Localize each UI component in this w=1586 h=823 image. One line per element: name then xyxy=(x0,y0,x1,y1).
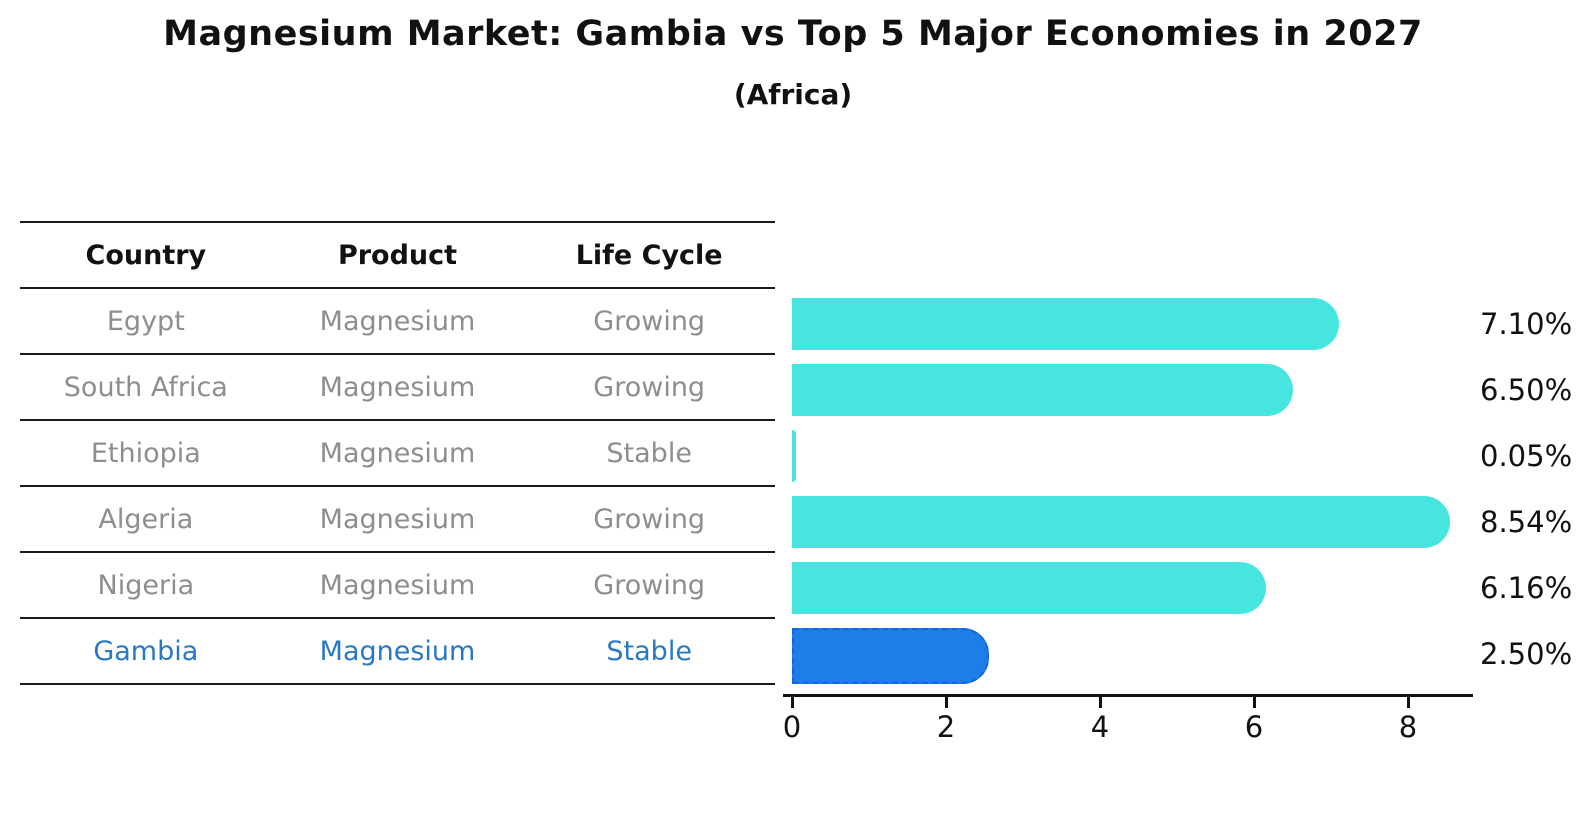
x-axis-tick xyxy=(945,697,948,708)
table-cell-product: Magnesium xyxy=(319,305,476,337)
bar-egypt xyxy=(792,298,1339,350)
bar-south-africa xyxy=(792,364,1293,416)
table-cell-country: Ethiopia xyxy=(90,437,201,469)
bar-value-label: 0.05% xyxy=(1480,439,1573,473)
comparison-table-body: Egypt Magnesium Growing South Africa Magnesi… xyxy=(20,289,775,685)
bar-value-label: 8.54% xyxy=(1480,505,1573,539)
bar-highlight-gambia xyxy=(792,628,989,684)
table-row: Egypt Magnesium Growing xyxy=(20,289,775,355)
page-subtitle: (Africa) xyxy=(733,78,853,111)
table-row: South Africa Magnesium Growing xyxy=(20,355,775,421)
table-cell-country: Gambia xyxy=(93,635,199,667)
x-axis-tick xyxy=(1253,697,1256,708)
table-row: Gambia Magnesium Stable xyxy=(20,619,775,685)
x-axis-tick-label: 2 xyxy=(936,710,956,744)
header-cell-product: Product xyxy=(337,239,458,271)
bar-ethiopia xyxy=(792,430,796,482)
bar-value-label: 6.50% xyxy=(1480,373,1573,407)
x-axis-tick xyxy=(791,697,794,708)
comparison-table: Country Product Life Cycle Egypt Magnesiu… xyxy=(20,221,775,685)
table-cell-country: Nigeria xyxy=(97,569,195,601)
x-axis-tick xyxy=(1407,697,1410,708)
table-cell-product: Magnesium xyxy=(319,503,476,535)
table-cell-lifecycle: Stable xyxy=(606,635,692,667)
table-cell-product: Magnesium xyxy=(319,437,476,469)
bar-nigeria xyxy=(792,562,1266,614)
bar-value-label: 2.50% xyxy=(1480,637,1573,671)
x-axis-tick xyxy=(1099,697,1102,708)
table-cell-lifecycle: Growing xyxy=(593,305,706,337)
x-axis-tick-label: 8 xyxy=(1398,710,1418,744)
table-cell-country: Algeria xyxy=(98,503,194,535)
table-cell-country: South Africa xyxy=(63,371,228,403)
table-cell-product: Magnesium xyxy=(319,371,476,403)
table-row: Nigeria Magnesium Growing xyxy=(20,553,775,619)
table-header-row: Country Product Life Cycle xyxy=(20,223,775,289)
table-cell-lifecycle: Stable xyxy=(606,437,692,469)
table-cell-lifecycle: Growing xyxy=(593,569,706,601)
table-row: Algeria Magnesium Growing xyxy=(20,487,775,553)
x-axis-tick-label: 4 xyxy=(1090,710,1110,744)
x-axis-line xyxy=(783,694,1473,697)
table-cell-country: Egypt xyxy=(106,305,185,337)
table-cell-lifecycle: Growing xyxy=(593,503,706,535)
table-cell-lifecycle: Growing xyxy=(593,371,706,403)
bar-value-label: 6.16% xyxy=(1480,571,1573,605)
header-cell-country: Country xyxy=(85,239,207,271)
x-axis-tick-label: 0 xyxy=(782,710,802,744)
bar-algeria xyxy=(792,496,1450,548)
page-title: Magnesium Market: Gambia vs Top 5 Major … xyxy=(163,14,1423,54)
table-cell-product: Magnesium xyxy=(319,635,476,667)
table-cell-product: Magnesium xyxy=(319,569,476,601)
x-axis-tick-label: 6 xyxy=(1244,710,1264,744)
table-row: Ethiopia Magnesium Stable xyxy=(20,421,775,487)
bar-value-label: 7.10% xyxy=(1480,307,1573,341)
header-cell-lifecycle: Life Cycle xyxy=(575,239,723,271)
